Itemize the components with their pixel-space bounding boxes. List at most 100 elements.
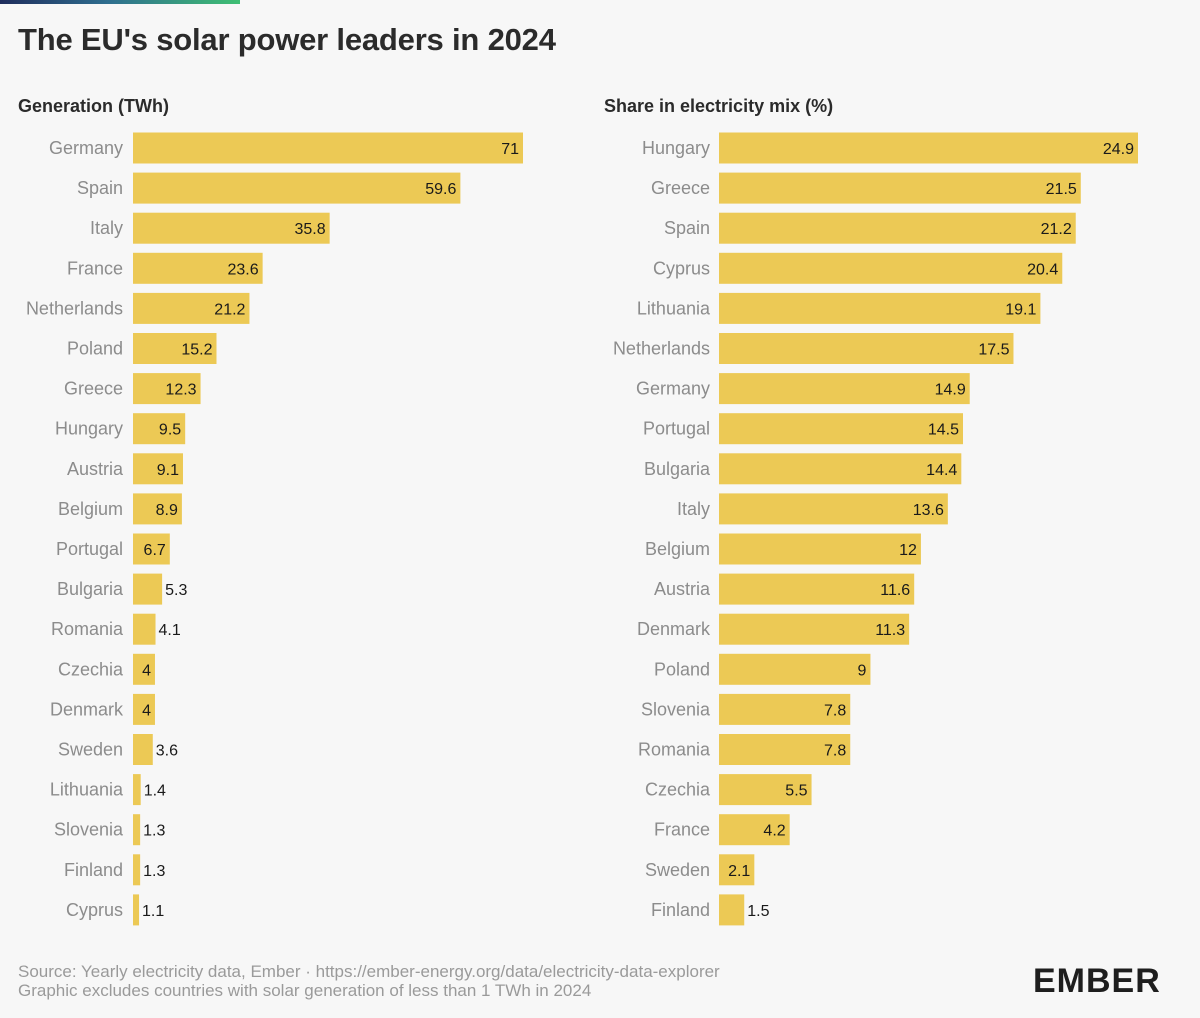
share-bar bbox=[719, 734, 851, 765]
share-category-label: Italy bbox=[677, 499, 710, 519]
share-bar bbox=[719, 894, 745, 926]
share-value-label: 11.3 bbox=[875, 622, 905, 639]
generation-category-label: Greece bbox=[64, 379, 123, 399]
share-bar bbox=[719, 653, 871, 685]
generation-value-label: 23.6 bbox=[227, 261, 258, 278]
generation-bar bbox=[133, 894, 140, 926]
generation-value-label: 6.7 bbox=[144, 542, 166, 559]
generation-value-label: 12.3 bbox=[165, 382, 196, 399]
share-category-label: Greece bbox=[651, 178, 710, 198]
bar-charts: Generation (TWh) Germany 71 Spain 59.6 Italy 3… bbox=[18, 96, 1138, 926]
generation-panel-title: Generation (TWh) bbox=[18, 96, 169, 116]
generation-value-label: 3.6 bbox=[156, 743, 178, 760]
generation-bar bbox=[133, 373, 201, 405]
generation-bar bbox=[133, 132, 523, 164]
generation-bar bbox=[133, 333, 217, 364]
share-panel: Share in electricity mix (%) Hungary 24.9 G… bbox=[604, 96, 1138, 926]
generation-value-label: 71 bbox=[501, 141, 519, 158]
share-bar bbox=[719, 613, 910, 645]
generation-value-label: 1.4 bbox=[144, 783, 166, 800]
share-bar bbox=[719, 373, 970, 405]
share-value-label: 19.1 bbox=[1005, 301, 1036, 318]
share-category-label: Cyprus bbox=[653, 258, 710, 278]
share-bar bbox=[719, 693, 851, 725]
share-value-label: 1.5 bbox=[747, 903, 769, 920]
generation-bar bbox=[133, 693, 155, 725]
generation-panel: Generation (TWh) Germany 71 Spain 59.6 Italy 3… bbox=[18, 96, 523, 926]
generation-value-label: 9.5 bbox=[159, 422, 181, 439]
share-panel-title: Share in electricity mix (%) bbox=[604, 96, 833, 116]
generation-value-label: 1.3 bbox=[143, 823, 165, 840]
share-value-label: 5.5 bbox=[785, 783, 807, 800]
generation-bar bbox=[133, 653, 155, 685]
share-bar bbox=[719, 493, 948, 525]
generation-bar bbox=[133, 493, 182, 525]
generation-bar bbox=[133, 774, 141, 806]
generation-category-label: Lithuania bbox=[50, 780, 124, 800]
generation-category-label: Czechia bbox=[58, 659, 124, 679]
share-bar bbox=[719, 533, 921, 565]
share-bar bbox=[719, 413, 963, 445]
generation-category-label: Belgium bbox=[58, 499, 123, 519]
generation-category-label: Spain bbox=[77, 178, 123, 198]
share-value-label: 24.9 bbox=[1103, 141, 1134, 158]
chart-title: The EU's solar power leaders in 2024 bbox=[18, 22, 556, 57]
share-bar bbox=[719, 573, 915, 605]
share-bar bbox=[719, 453, 962, 485]
share-category-label: Germany bbox=[636, 379, 710, 399]
share-category-label: Belgium bbox=[645, 539, 710, 559]
generation-bar bbox=[133, 814, 141, 846]
share-value-label: 14.4 bbox=[926, 462, 957, 479]
share-value-label: 7.8 bbox=[824, 702, 846, 719]
share-bar bbox=[719, 814, 790, 846]
share-category-label: Romania bbox=[638, 740, 711, 760]
share-category-label: Finland bbox=[651, 900, 710, 920]
share-bar bbox=[719, 252, 1063, 284]
share-value-label: 21.2 bbox=[1041, 221, 1072, 238]
footer: Source: Yearly electricity data, Ember ·… bbox=[18, 962, 720, 1000]
generation-value-label: 8.9 bbox=[156, 502, 178, 519]
share-value-label: 7.8 bbox=[824, 743, 846, 760]
source-note: Source: Yearly electricity data, Ember ·… bbox=[18, 962, 720, 981]
generation-bar bbox=[133, 413, 186, 445]
generation-bar bbox=[133, 172, 461, 204]
share-value-label: 9 bbox=[858, 662, 867, 679]
generation-category-label: Cyprus bbox=[66, 900, 123, 920]
generation-value-label: 15.2 bbox=[181, 342, 212, 359]
share-category-label: Bulgaria bbox=[644, 459, 711, 479]
ember-logo: EMBER bbox=[1033, 962, 1161, 1000]
generation-bar bbox=[133, 734, 153, 765]
generation-bar bbox=[133, 573, 163, 605]
share-category-label: Lithuania bbox=[637, 298, 711, 318]
exclusion-note: Graphic excludes countries with solar ge… bbox=[18, 981, 592, 1000]
generation-value-label: 1.1 bbox=[142, 903, 164, 920]
share-bar bbox=[719, 333, 1014, 364]
share-category-label: Czechia bbox=[645, 780, 711, 800]
generation-bar bbox=[133, 613, 156, 645]
share-value-label: 12 bbox=[899, 542, 917, 559]
share-bar bbox=[719, 132, 1138, 164]
generation-value-label: 59.6 bbox=[425, 181, 456, 198]
generation-category-label: Finland bbox=[64, 860, 123, 880]
share-value-label: 14.5 bbox=[928, 422, 959, 439]
share-bar bbox=[719, 854, 755, 886]
generation-value-label: 4.1 bbox=[159, 622, 181, 639]
generation-value-label: 1.3 bbox=[143, 863, 165, 880]
generation-category-label: Slovenia bbox=[54, 820, 124, 840]
share-value-label: 4.2 bbox=[763, 823, 785, 840]
generation-category-label: Portugal bbox=[56, 539, 123, 559]
generation-bar bbox=[133, 212, 330, 244]
share-category-label: Slovenia bbox=[641, 699, 711, 719]
generation-value-label: 35.8 bbox=[295, 221, 326, 238]
share-category-label: Netherlands bbox=[613, 339, 710, 359]
share-bar bbox=[719, 212, 1076, 244]
generation-category-label: Italy bbox=[90, 218, 123, 238]
share-value-label: 20.4 bbox=[1027, 261, 1058, 278]
share-bar bbox=[719, 774, 812, 806]
share-category-label: Spain bbox=[664, 218, 710, 238]
share-category-label: Austria bbox=[654, 579, 711, 599]
share-value-label: 2.1 bbox=[728, 863, 750, 880]
share-bar bbox=[719, 172, 1081, 204]
share-value-label: 17.5 bbox=[978, 342, 1009, 359]
share-category-label: Poland bbox=[654, 659, 710, 679]
